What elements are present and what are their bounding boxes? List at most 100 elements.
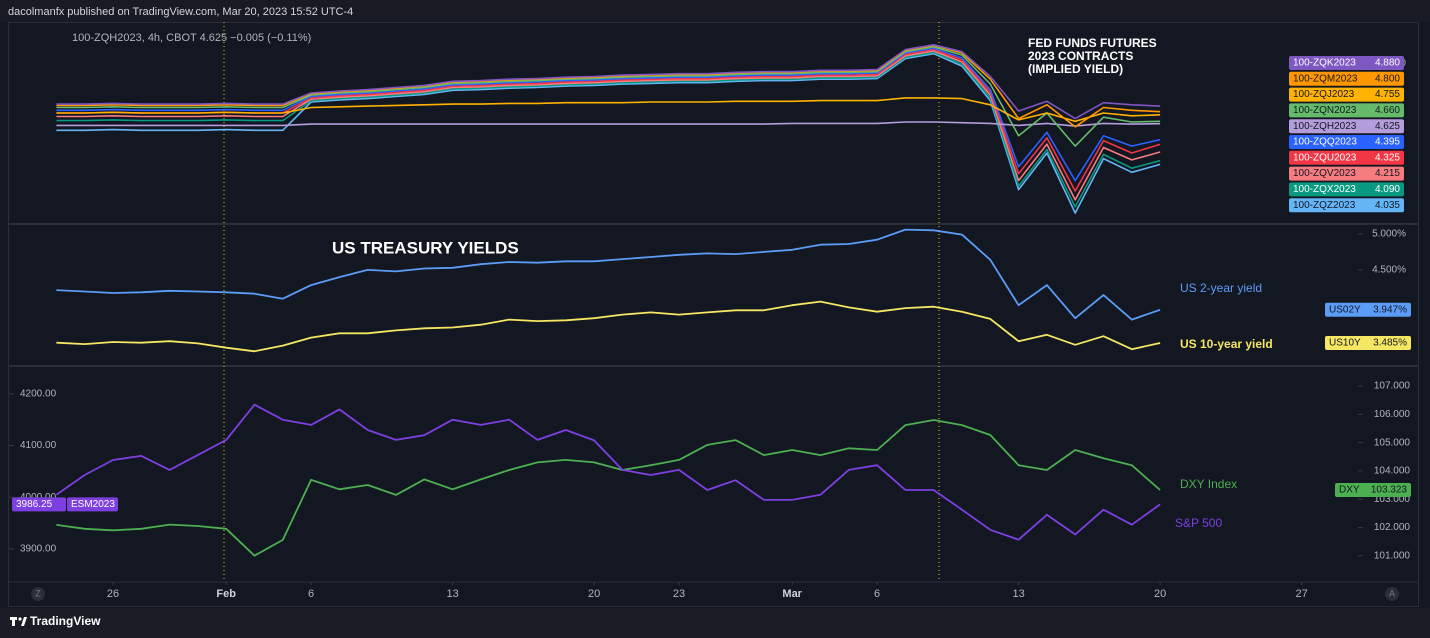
- price-tag-value: 4.035: [1375, 200, 1400, 211]
- series-line: [56, 47, 1161, 182]
- annotation: US TREASURY YIELDS: [332, 238, 519, 257]
- logo: [10, 617, 27, 626]
- price-tag: [1289, 182, 1404, 197]
- price-tag-name: 100-ZQX2023: [1293, 184, 1356, 195]
- price-tag-value: 3986.25: [16, 499, 53, 510]
- logo-shape: [18, 617, 22, 621]
- x-tick-label: 20: [588, 588, 600, 600]
- y2-tick-label: 106.000: [1374, 409, 1411, 420]
- price-tag-value: 3.485%: [1373, 338, 1407, 349]
- price-tag-name: 100-ZQK2023: [1293, 58, 1356, 69]
- series-line: [56, 300, 1161, 353]
- price-tag: [1289, 71, 1404, 86]
- annotation: 2023 CONTRACTS: [1028, 49, 1133, 63]
- price-tag-value: 4.800: [1375, 73, 1400, 84]
- pane: [55, 403, 1161, 557]
- price-tag-value: 4.395: [1375, 137, 1400, 148]
- price-tag-name: US02Y: [1329, 304, 1361, 315]
- y2-tick-label: 102.000: [1374, 522, 1411, 533]
- price-tag-name-bg: [67, 497, 118, 512]
- price-tag-name: 100-ZQU2023: [1293, 152, 1357, 163]
- price-tag: [1325, 336, 1411, 351]
- x-tick-label: 6: [308, 588, 314, 600]
- x-tick-label: 13: [446, 588, 458, 600]
- footer-bar: [0, 608, 1430, 638]
- x-tick-label: Feb: [216, 588, 236, 600]
- x-tick-label: 20: [1154, 588, 1166, 600]
- footer-text: TradingView: [30, 614, 101, 628]
- y-tick-label: 4.500%: [1372, 265, 1406, 276]
- price-tag-value: 4.625: [1375, 121, 1400, 132]
- y2-tick-label: 104.000: [1374, 466, 1411, 477]
- series-label: DXY Index: [1180, 477, 1237, 491]
- button-label[interactable]: Z: [35, 588, 41, 598]
- price-tag-value: 103.323: [1371, 485, 1408, 496]
- price-tag-name: 100-ZQH2023: [1293, 121, 1357, 132]
- header-text: dacolmanfx published on TradingView.com,…: [8, 6, 353, 18]
- annotation: FED FUNDS FUTURES: [1028, 36, 1157, 50]
- series-line: [56, 46, 1161, 147]
- x-tick-label: 6: [874, 588, 880, 600]
- series-line: [56, 52, 1161, 214]
- price-tag: [1325, 302, 1411, 317]
- x-tick-label: 27: [1295, 588, 1307, 600]
- annotation: (IMPLIED YIELD): [1028, 62, 1123, 76]
- button-bg[interactable]: [1385, 587, 1399, 601]
- symbol-info: 100-ZQH2023, 4h, CBOT 4.625 −0.005 (−0.1…: [72, 32, 311, 44]
- y2-tick-label: 107.000: [1374, 381, 1411, 392]
- scale-button[interactable]: A: [1385, 587, 1399, 601]
- price-tag-value: 4.880: [1375, 58, 1400, 69]
- price-tag: [12, 497, 66, 512]
- series-line: [56, 121, 1161, 127]
- series-line: [56, 51, 1161, 208]
- button-bg[interactable]: [31, 587, 45, 601]
- y2-tick-label: 101.000: [1374, 550, 1411, 561]
- price-tag-name: 100-ZQV2023: [1293, 168, 1356, 179]
- price-tag: [1289, 87, 1404, 102]
- x-tick-label: 23: [673, 588, 685, 600]
- price-tag: [1289, 150, 1404, 165]
- price-tag-value: 4.090: [1375, 184, 1400, 195]
- price-tag: [1289, 119, 1404, 134]
- series-line: [56, 419, 1161, 557]
- price-tag-name: 100-ZQN2023: [1293, 105, 1357, 116]
- series-line: [56, 50, 1161, 201]
- y2-tick-label: 105.000: [1374, 437, 1411, 448]
- series-line: [56, 97, 1161, 123]
- price-tag: [1289, 135, 1404, 149]
- chart-frame: [8, 22, 1419, 607]
- x-tick-label: Mar: [782, 588, 802, 600]
- y-tick-label: 5.000%: [1372, 229, 1406, 240]
- pane: [56, 228, 1161, 353]
- price-tag-value: 4.215: [1375, 168, 1400, 179]
- price-tag-name: DXY: [1339, 485, 1360, 496]
- header-bar: [0, 0, 1430, 22]
- price-tag: [1289, 56, 1404, 70]
- pane: [56, 44, 1161, 214]
- series-line: [56, 44, 1161, 120]
- logo-shape: [21, 617, 27, 626]
- price-tag: [1289, 166, 1404, 181]
- series-label: S&P 500: [1175, 516, 1222, 530]
- price-tag: [1335, 483, 1411, 498]
- series-label: US 2-year yield: [1180, 281, 1262, 295]
- button-label[interactable]: A: [1389, 588, 1395, 598]
- y-tick-label: 3900.00: [20, 544, 57, 555]
- series-line: [55, 403, 1161, 541]
- price-tag-value: 4.660: [1375, 105, 1400, 116]
- y-tick-label: 4200.00: [20, 388, 57, 399]
- price-tag-value: 4.755: [1375, 89, 1400, 100]
- price-tag-name: 100-ZQJ2023: [1293, 89, 1355, 100]
- scale-button[interactable]: Z: [31, 587, 45, 601]
- logo-shape: [12, 617, 15, 626]
- y2-tick-label: 103.000: [1374, 494, 1411, 505]
- price-tag: [1289, 103, 1404, 118]
- x-tick-label: 13: [1012, 588, 1024, 600]
- price-tag: [1289, 198, 1404, 213]
- price-tag-name: 100-ZQM2023: [1293, 73, 1358, 84]
- price-tag-name: 100-ZQQ2023: [1293, 137, 1357, 148]
- plot-layers: 26Feb6132023Mar61320275.500100-ZQK20234.…: [9, 44, 1411, 600]
